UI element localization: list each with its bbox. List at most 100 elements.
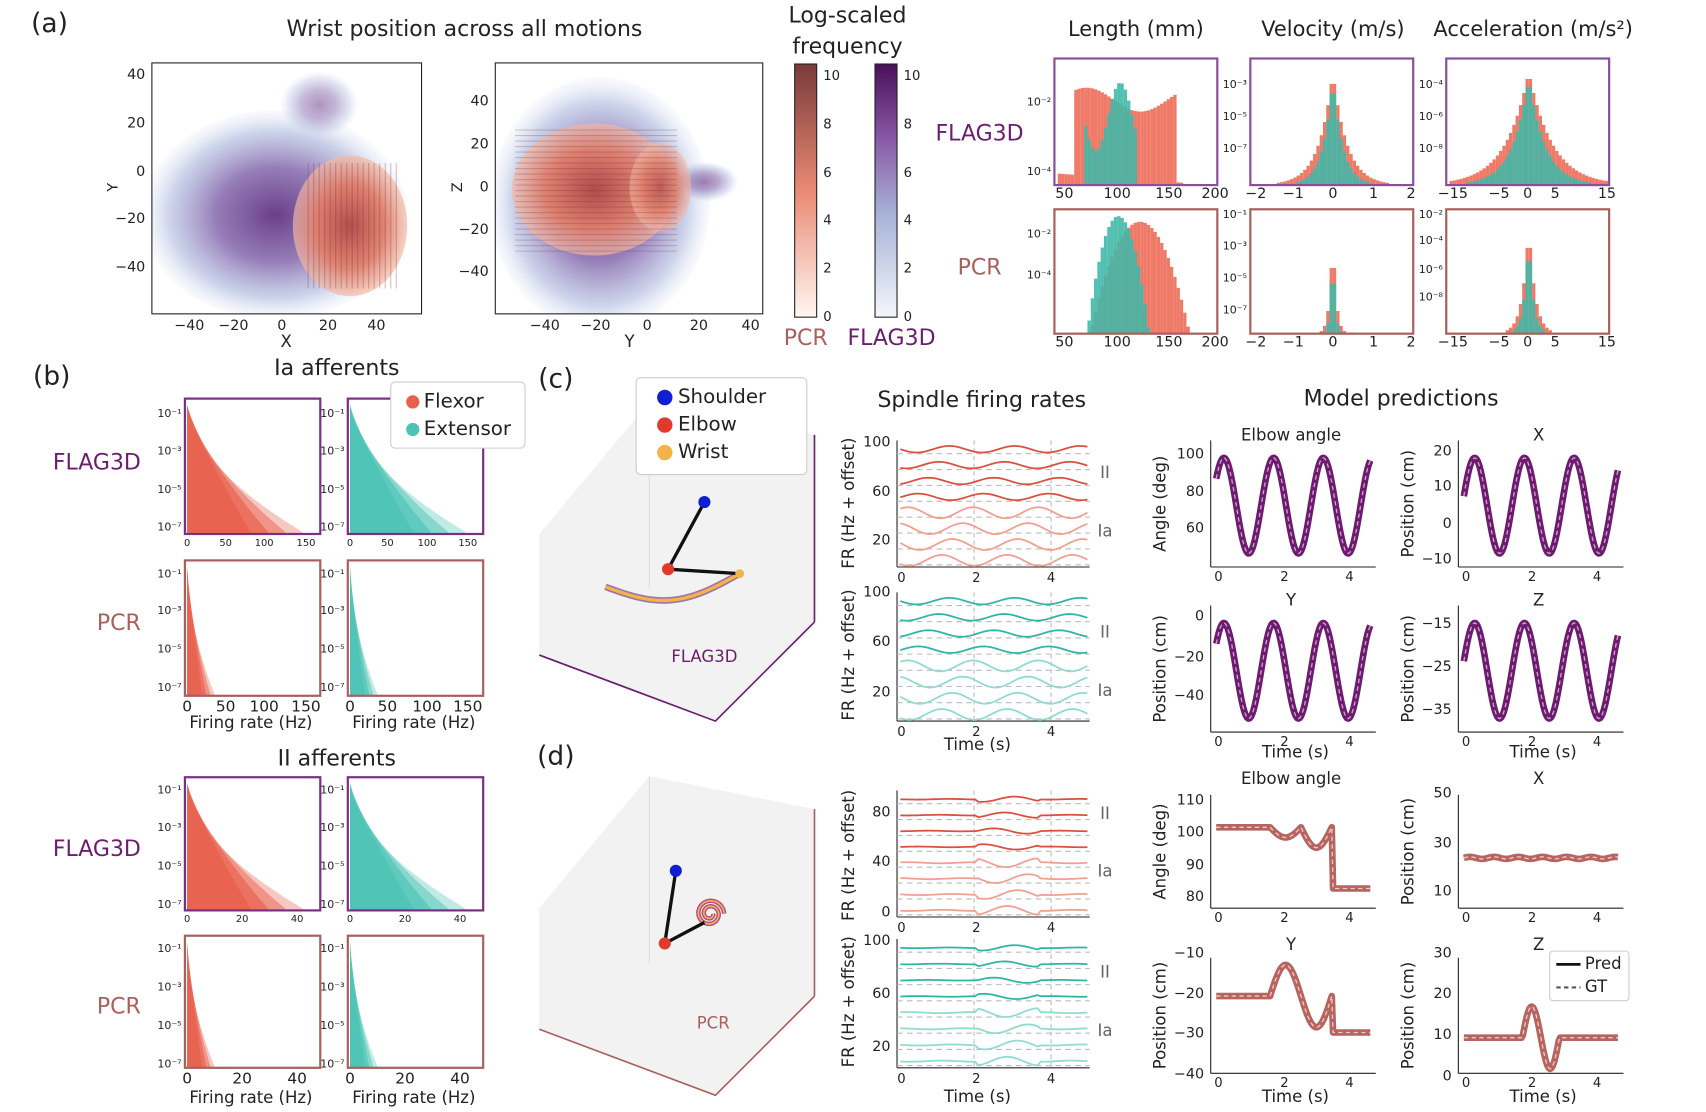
x-tick-label: −40 <box>174 318 204 334</box>
bin <box>1064 174 1068 186</box>
y-tick-label: −20 <box>1174 986 1204 1002</box>
x-tick-label: 0 <box>897 921 905 936</box>
axis-label: FR (Hz + offset) <box>839 936 858 1067</box>
bin <box>1512 323 1516 334</box>
afferent-tag: II <box>1100 463 1110 482</box>
histogram <box>1449 78 1609 186</box>
bin <box>1452 180 1457 186</box>
y-tick-label: 10⁻¹ <box>1223 208 1247 221</box>
y-tick-label: 60 <box>872 634 890 650</box>
bin <box>1581 181 1585 186</box>
y-tick-label: −20 <box>1174 649 1204 665</box>
density <box>292 155 408 297</box>
bin <box>1074 89 1078 186</box>
bin <box>1346 161 1350 186</box>
x-tick-label: 100 <box>249 697 278 715</box>
axis-label: Time (s) <box>943 1087 1011 1106</box>
bin <box>1584 175 1589 186</box>
y-tick-label: 40 <box>127 67 145 83</box>
bin <box>1070 174 1075 186</box>
legend-marker <box>657 444 673 461</box>
x-tick-label: 100 <box>418 538 437 549</box>
x-tick-label: 50 <box>1055 186 1073 202</box>
axis-label: Angle (deg) <box>1151 456 1170 552</box>
x-tick-label: 2 <box>1406 334 1415 350</box>
bin <box>1150 109 1154 186</box>
bin <box>1319 151 1323 186</box>
firing-trace <box>900 1007 1088 1018</box>
bin <box>1515 131 1519 186</box>
colorbar-tick: 4 <box>904 213 912 228</box>
frame <box>183 934 322 1069</box>
bin <box>1578 180 1582 186</box>
y-tick-label: 0 <box>1443 516 1452 532</box>
bin <box>1475 180 1480 186</box>
x-tick-label: 1 <box>1369 334 1378 350</box>
x-tick-label: −40 <box>530 318 560 334</box>
bin <box>1097 148 1101 186</box>
y-tick-label: 10⁻⁷ <box>320 520 344 533</box>
bin <box>1169 266 1174 334</box>
afferent-tag: Ia <box>1098 521 1113 540</box>
bin <box>1136 266 1141 334</box>
legend-label: Shoulder <box>678 385 767 408</box>
histogram <box>187 567 203 696</box>
bin <box>1365 175 1370 186</box>
bin <box>1601 180 1605 186</box>
y-tick-label: 10⁻³ <box>1223 78 1247 91</box>
bin <box>1336 322 1340 334</box>
frame <box>183 397 322 536</box>
legend-label: Extensor <box>424 417 512 440</box>
bin <box>1296 175 1300 186</box>
histogram <box>1319 267 1347 334</box>
ground-truth <box>1216 964 1371 1034</box>
joint <box>735 569 745 579</box>
x-tick-label: 0 <box>1523 186 1532 202</box>
x-tick-label: 0 <box>182 697 192 715</box>
x-tick-label: 0 <box>277 318 286 334</box>
plot-title: Z <box>1533 591 1544 610</box>
bin <box>1183 312 1187 334</box>
y-tick-label: 10 <box>1434 479 1452 495</box>
axis-label: Z <box>450 182 466 192</box>
y-tick-label: 10⁻³ <box>1223 240 1247 253</box>
axis-label: Position (cm) <box>1398 615 1417 723</box>
ground-truth <box>1463 1005 1618 1070</box>
bin <box>1456 179 1460 186</box>
y-tick-label: 10⁻⁵ <box>320 1019 344 1032</box>
bin <box>1336 310 1340 334</box>
row-label: FLAG3D <box>53 451 141 476</box>
firing-trace <box>900 522 1088 535</box>
bin <box>1303 169 1307 186</box>
x-tick-label: 150 <box>1155 334 1182 350</box>
bin <box>1594 178 1599 186</box>
bin <box>1508 149 1513 186</box>
row-label: FLAG3D <box>936 121 1024 146</box>
bin <box>1449 181 1453 186</box>
y-tick-label: 0 <box>480 179 489 195</box>
colorbar-tick: 8 <box>823 118 831 133</box>
bin <box>1094 150 1098 186</box>
bin <box>1173 276 1177 334</box>
x-tick-label: 200 <box>1201 186 1228 202</box>
x-tick-label: 40 <box>450 1069 470 1087</box>
y-tick-label: 80 <box>872 804 890 820</box>
y-tick-label: −30 <box>1174 1026 1204 1042</box>
x-tick-label: 20 <box>399 914 412 925</box>
x-tick-label: 0 <box>347 914 353 925</box>
x-tick-label: 4 <box>1345 1076 1353 1091</box>
bin <box>1548 156 1552 186</box>
bin <box>1117 83 1121 186</box>
legend-marker <box>657 389 673 406</box>
x-tick-label: 20 <box>232 1069 252 1087</box>
panel-label: (d) <box>537 741 574 772</box>
y-tick-label: 10⁻¹ <box>320 783 344 796</box>
row-label: PCR <box>958 256 1002 281</box>
x-tick-label: 5 <box>1551 334 1560 350</box>
bin <box>1179 182 1184 186</box>
y-tick-label: 10⁻⁵ <box>157 643 181 656</box>
y-tick-label: 10⁻⁷ <box>320 898 344 911</box>
legend-box <box>390 381 526 449</box>
bin <box>1591 177 1595 186</box>
bin <box>1123 89 1128 186</box>
